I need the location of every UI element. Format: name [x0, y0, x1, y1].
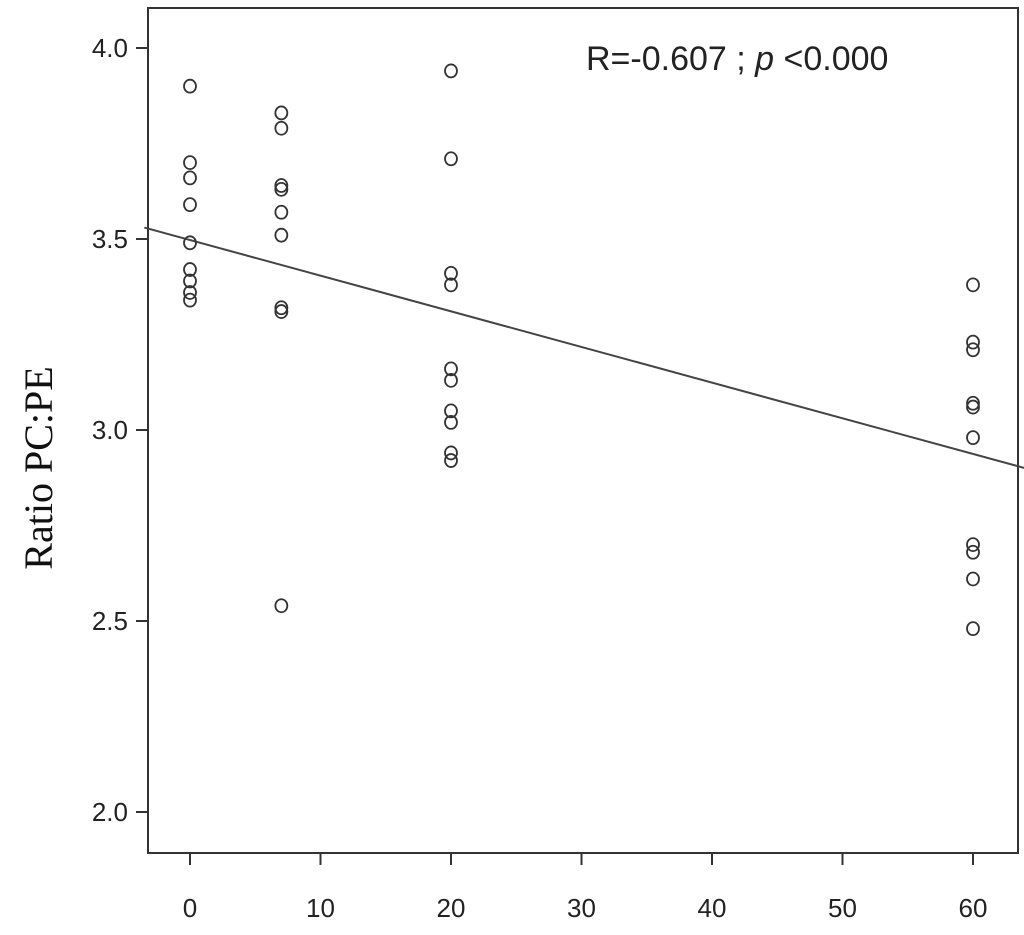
data-point: [274, 204, 289, 220]
data-point: [966, 571, 980, 587]
data-point: [274, 598, 289, 614]
data-point: [183, 170, 197, 186]
annotation-suffix: <0.000: [774, 40, 888, 78]
x-tick-label: 60: [959, 893, 988, 923]
data-point: [444, 63, 458, 79]
data-point: [274, 300, 289, 316]
data-point: [966, 395, 980, 411]
data-point: [183, 262, 197, 277]
x-tick-label: 0: [183, 893, 197, 923]
data-point: [444, 403, 458, 419]
data-point: [966, 277, 980, 293]
regression-line: [144, 226, 1024, 469]
x-tick-label: 20: [437, 893, 466, 923]
y-axis-label: Ratio PC:PE: [16, 366, 61, 569]
data-point: [444, 453, 458, 468]
x-tick-label: 50: [828, 893, 857, 923]
data-point: [966, 430, 980, 446]
data-point: [274, 227, 289, 243]
data-point: [966, 537, 980, 552]
data-point: [444, 445, 458, 461]
data-point: [444, 151, 458, 167]
data-point: [183, 78, 197, 94]
data-point: [183, 292, 197, 308]
data-point: [183, 273, 197, 289]
data-point: [444, 265, 458, 281]
data-point: [183, 235, 197, 251]
data-point: [966, 621, 980, 637]
annotation-prefix: R=-0.607 ;: [586, 40, 755, 78]
data-point: [274, 120, 289, 136]
data-point: [444, 372, 458, 388]
data-point: [966, 399, 980, 415]
data-point: [183, 155, 197, 171]
data-point: [274, 105, 289, 121]
y-tick-label: 2.5: [92, 606, 128, 636]
y-tick-label: 3.0: [92, 415, 128, 445]
correlation-annotation: R=-0.607 ; p <0.000: [586, 40, 888, 78]
x-tick-label: 40: [698, 893, 727, 923]
data-point: [274, 178, 289, 193]
data-point: [444, 361, 458, 377]
x-tick-label: 30: [567, 893, 596, 923]
x-tick-label: 10: [306, 893, 335, 923]
data-point: [966, 334, 980, 350]
data-point: [274, 181, 289, 197]
data-point: [444, 277, 458, 293]
y-tick-label: 2.0: [92, 797, 128, 827]
data-point: [274, 304, 289, 319]
y-tick-label: 3.5: [92, 224, 128, 254]
annotation-p: p: [754, 40, 774, 78]
data-point: [183, 285, 197, 300]
data-point: [966, 544, 980, 560]
data-point: [444, 414, 458, 430]
data-point: [183, 197, 197, 213]
y-tick-label: 4.0: [92, 33, 128, 63]
data-point: [966, 342, 980, 358]
